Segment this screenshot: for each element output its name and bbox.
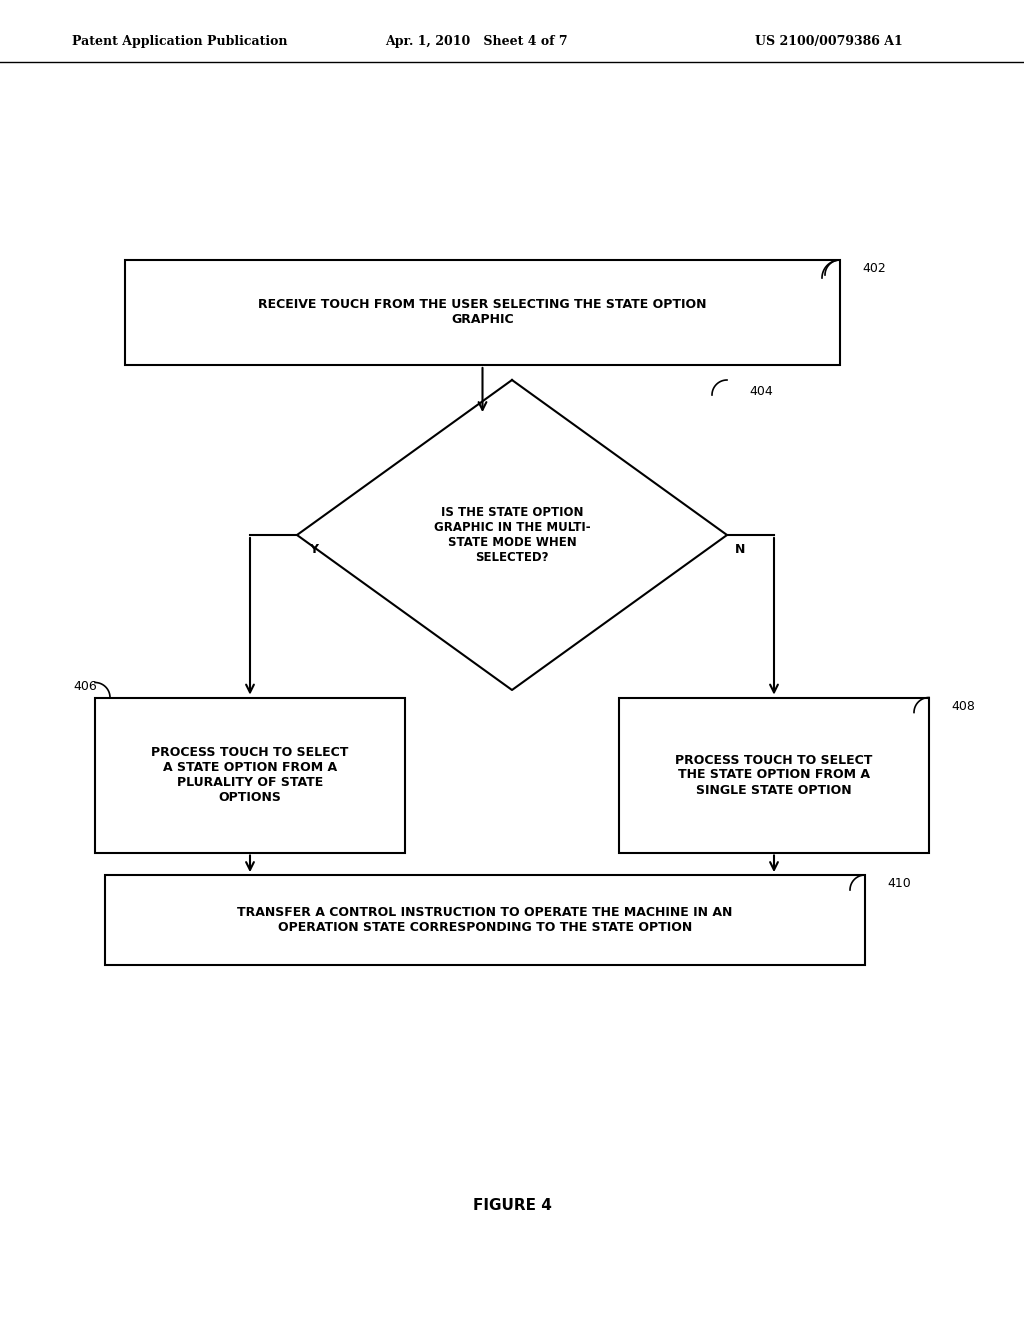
Text: FIGURE 4: FIGURE 4: [472, 1197, 552, 1213]
Bar: [95, 697, 406, 853]
Text: RECEIVE TOUCH FROM THE USER SELECTING THE STATE OPTION
GRAPHIC: RECEIVE TOUCH FROM THE USER SELECTING TH…: [258, 298, 707, 326]
Text: IS THE STATE OPTION
GRAPHIC IN THE MULTI-
STATE MODE WHEN
SELECTED?: IS THE STATE OPTION GRAPHIC IN THE MULTI…: [434, 506, 590, 564]
Bar: [125, 260, 840, 366]
Text: Y: Y: [309, 543, 318, 556]
Text: 408: 408: [951, 700, 975, 713]
Text: 404: 404: [749, 385, 773, 399]
Text: Apr. 1, 2010   Sheet 4 of 7: Apr. 1, 2010 Sheet 4 of 7: [385, 36, 567, 49]
Bar: [618, 697, 929, 853]
Text: 410: 410: [887, 876, 910, 890]
Text: TRANSFER A CONTROL INSTRUCTION TO OPERATE THE MACHINE IN AN
OPERATION STATE CORR: TRANSFER A CONTROL INSTRUCTION TO OPERAT…: [238, 906, 733, 935]
Text: Patent Application Publication: Patent Application Publication: [72, 36, 288, 49]
Text: PROCESS TOUCH TO SELECT
A STATE OPTION FROM A
PLURALITY OF STATE
OPTIONS: PROCESS TOUCH TO SELECT A STATE OPTION F…: [152, 746, 349, 804]
Bar: [105, 875, 865, 965]
Text: N: N: [735, 543, 745, 556]
Text: 406: 406: [73, 680, 96, 693]
Text: US 2100/0079386 A1: US 2100/0079386 A1: [755, 36, 903, 49]
Text: 402: 402: [862, 261, 886, 275]
Text: PROCESS TOUCH TO SELECT
THE STATE OPTION FROM A
SINGLE STATE OPTION: PROCESS TOUCH TO SELECT THE STATE OPTION…: [675, 754, 872, 796]
